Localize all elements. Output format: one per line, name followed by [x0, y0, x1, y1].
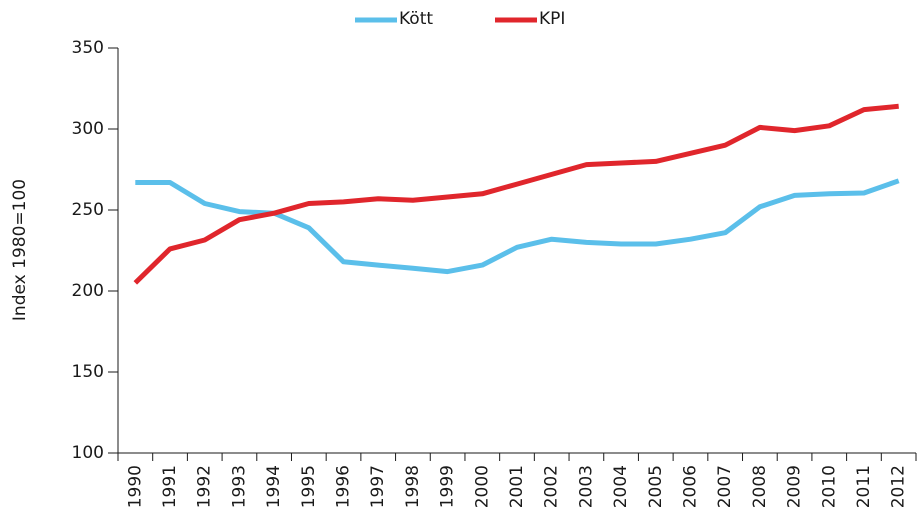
y-tick-label: 350: [72, 38, 104, 58]
x-tick-label: 1998: [403, 465, 423, 508]
x-tick-label: 2006: [680, 465, 700, 508]
x-tick-label: 2004: [611, 465, 631, 508]
legend-label: KPI: [539, 9, 565, 29]
x-tick-label: 2009: [785, 465, 805, 508]
x-tick-label: 1997: [368, 465, 388, 508]
series-line: [133, 103, 899, 285]
series-line: [135, 178, 900, 275]
y-axis-label: Index 1980=100: [10, 179, 30, 321]
y-tick-label: 300: [72, 119, 104, 139]
x-tick-label: 1993: [229, 465, 249, 508]
x-tick-label: 2005: [646, 465, 666, 508]
x-tick-label: 2000: [472, 465, 492, 508]
x-tick-label: 1994: [264, 465, 284, 508]
x-tick-label: 1992: [195, 465, 215, 508]
x-tick-label: 1990: [125, 465, 145, 508]
x-tick-label: 2012: [889, 465, 909, 508]
y-tick-label: 200: [72, 281, 104, 301]
x-tick-label: 1996: [334, 465, 354, 508]
x-tick-label: 2003: [576, 465, 596, 508]
x-tick-label: 2007: [715, 465, 735, 508]
x-tick-label: 2001: [507, 465, 527, 508]
x-tick-label: 1995: [299, 465, 319, 508]
x-tick-label: 2008: [750, 465, 770, 508]
legend-label: Kött: [399, 9, 433, 29]
x-tick-label: 1999: [438, 465, 458, 508]
x-tick-label: 2011: [854, 465, 874, 508]
x-tick-label: 2002: [542, 465, 562, 508]
x-tick-label: 2010: [819, 465, 839, 508]
y-tick-label: 250: [72, 200, 104, 220]
y-tick-label: 150: [72, 362, 104, 382]
x-tick-label: 1991: [160, 465, 180, 508]
y-tick-label: 100: [72, 443, 104, 463]
